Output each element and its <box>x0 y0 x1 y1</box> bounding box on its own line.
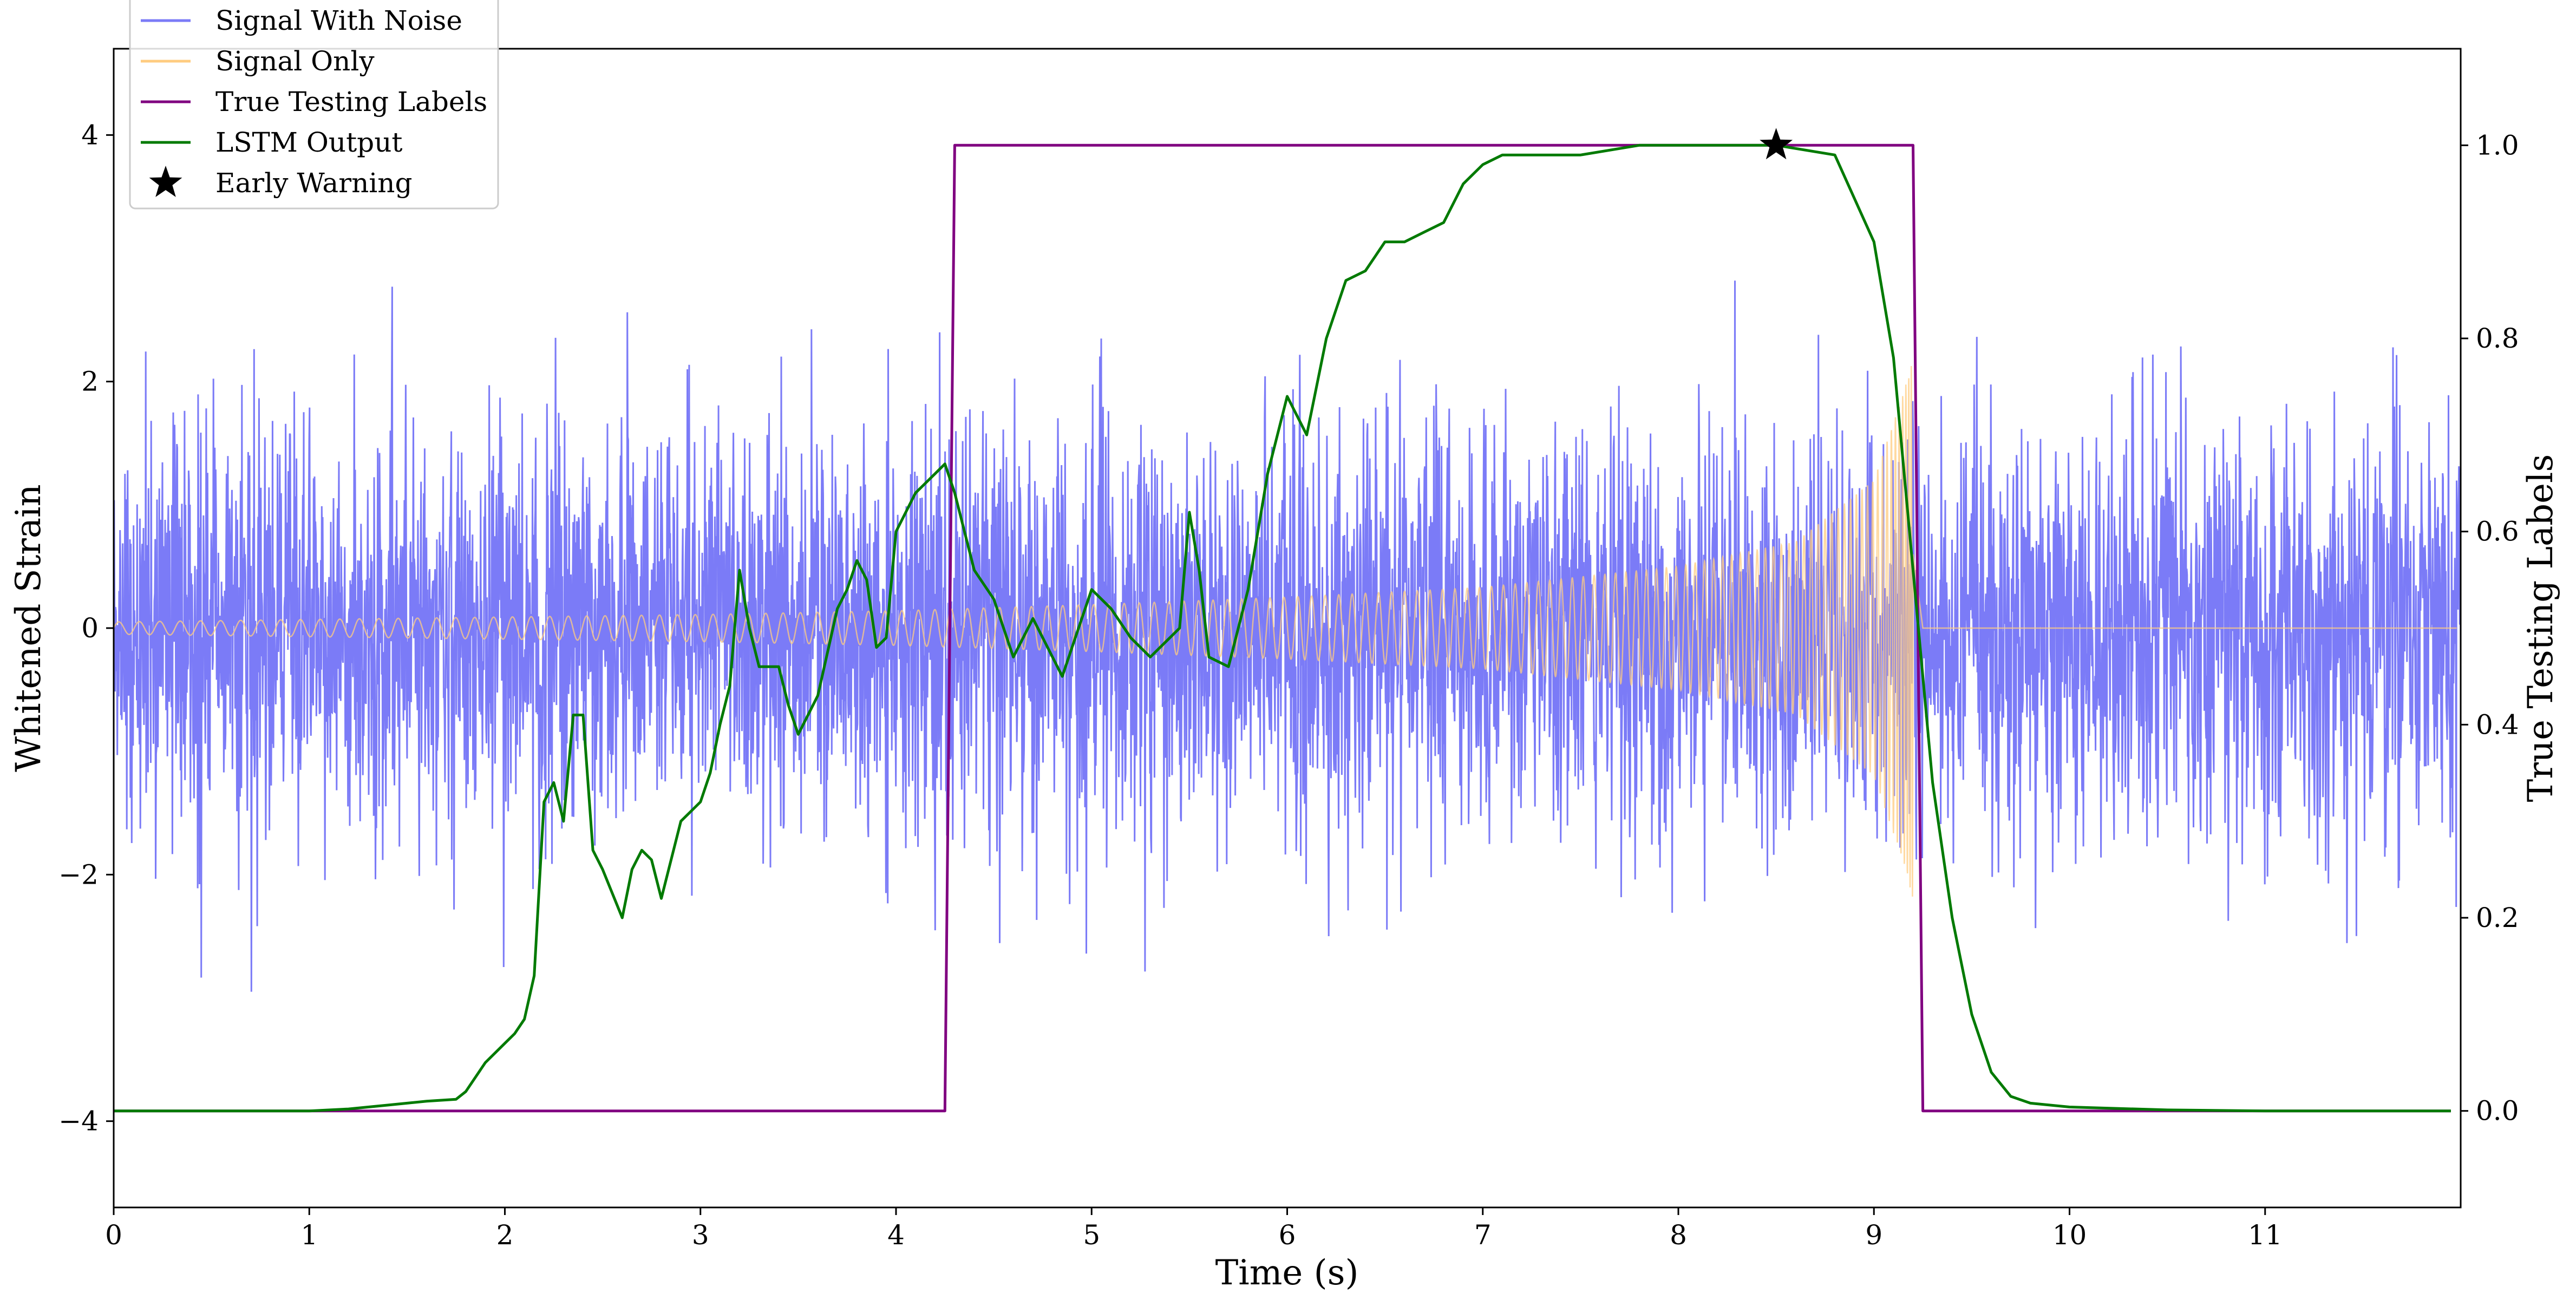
legend-box <box>129 0 499 210</box>
x-tick-label: 1 <box>300 1219 318 1251</box>
y-left-tick-label: 0 <box>81 612 99 644</box>
series-signal-only <box>114 365 2457 897</box>
x-axis-label: Time (s) <box>1215 1253 1359 1293</box>
y-right-tick-label: 1.0 <box>2476 129 2519 161</box>
series-lstm-output <box>114 143 2451 1113</box>
x-tick-label: 7 <box>1474 1219 1492 1251</box>
legend-label: Signal With Noise <box>215 5 462 36</box>
legend-label: Early Warning <box>215 167 413 199</box>
legend-star-marker <box>149 166 182 197</box>
y-axis-left: −4 −2 0 2 4 <box>58 119 114 1137</box>
y-left-tick-label: 4 <box>81 119 99 151</box>
legend: Signal With Noise Signal Only True Testing… <box>129 0 499 210</box>
legend-label: LSTM Output <box>215 127 402 158</box>
x-tick-label: 5 <box>1083 1219 1100 1251</box>
plot-area <box>114 128 2461 1113</box>
y-left-tick-label: −2 <box>58 859 99 890</box>
y-right-tick-label: 0.8 <box>2476 323 2519 354</box>
y-right-tick-label: 0.4 <box>2476 709 2519 740</box>
x-tick-label: 6 <box>1279 1219 1296 1251</box>
y-axis-left-label: Whitened Strain <box>9 484 49 772</box>
series-true-testing-labels <box>114 143 2451 1113</box>
legend-label: True Testing Labels <box>215 86 487 117</box>
y-axis-right: 0.0 0.2 0.4 0.6 0.8 1.0 <box>2461 129 2519 1127</box>
legend-label: Signal Only <box>215 45 375 77</box>
x-tick-label: 10 <box>2052 1219 2087 1251</box>
x-tick-label: 9 <box>1865 1219 1882 1251</box>
x-tick-label: 4 <box>887 1219 905 1251</box>
x-tick-label: 11 <box>2248 1219 2283 1251</box>
y-right-tick-label: 0.2 <box>2476 902 2519 933</box>
early-warning-marker <box>1760 128 1793 160</box>
x-tick-label: 8 <box>1670 1219 1687 1251</box>
x-tick-label: 0 <box>105 1219 122 1251</box>
x-tick-label: 3 <box>692 1219 709 1251</box>
series-signal-with-noise <box>114 280 2461 992</box>
y-left-tick-label: −4 <box>58 1106 99 1137</box>
y-left-tick-label: 2 <box>81 366 99 397</box>
y-right-tick-label: 0.6 <box>2476 516 2519 547</box>
x-axis: 0 1 2 3 4 5 6 7 8 9 10 11 <box>105 1207 2283 1251</box>
y-axis-right-label: True Testing Labels <box>2521 454 2561 802</box>
y-right-tick-label: 0.0 <box>2476 1095 2519 1127</box>
x-tick-label: 2 <box>496 1219 514 1251</box>
